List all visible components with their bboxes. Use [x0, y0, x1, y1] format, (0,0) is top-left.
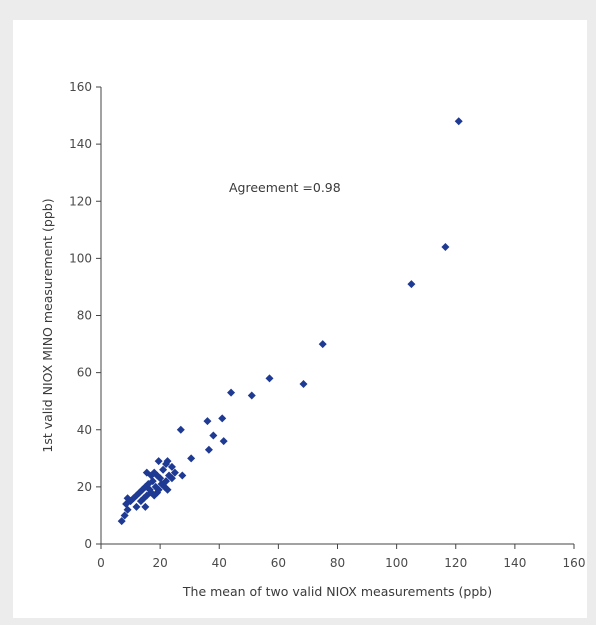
data-point [318, 340, 327, 349]
data-point [139, 494, 148, 503]
y-tick-label: 20 [77, 480, 92, 494]
data-point [299, 380, 308, 389]
data-point [159, 465, 168, 474]
data-point [204, 445, 213, 454]
x-tick-label: 140 [503, 556, 526, 570]
x-tick-label: 120 [444, 556, 467, 570]
x-tick-label: 40 [212, 556, 227, 570]
data-point [203, 417, 212, 426]
data-point [441, 242, 450, 251]
y-axis: 0 20 40 60 80 100 120 140 160 [69, 80, 102, 551]
y-tick-label: 0 [84, 537, 92, 551]
data-point [163, 485, 172, 494]
data-point [135, 488, 144, 497]
data-point [162, 460, 171, 469]
data-point [219, 437, 228, 446]
data-point [148, 477, 157, 486]
data-point [120, 511, 129, 520]
scatter-chart: 0 20 40 60 80 100 120 140 160 0 20 40 60 80 100 120 140… [40, 80, 586, 599]
data-point [265, 374, 274, 383]
x-tick-label: 0 [97, 556, 105, 570]
data-point [141, 502, 150, 511]
x-axis: 0 20 40 60 80 100 120 140 160 [97, 543, 586, 570]
data-point [154, 457, 163, 466]
y-tick-label: 40 [77, 423, 92, 437]
x-tick-label: 100 [385, 556, 408, 570]
data-point [209, 431, 218, 440]
y-tick-label: 100 [69, 251, 92, 265]
x-tick-label: 20 [152, 556, 167, 570]
data-point [178, 471, 187, 480]
data-point [227, 388, 236, 397]
data-point [122, 500, 131, 509]
data-point [167, 474, 176, 483]
data-point [247, 391, 256, 400]
data-point [117, 517, 126, 526]
data-point [167, 462, 176, 471]
y-tick-label: 60 [77, 366, 92, 380]
data-point [407, 280, 416, 289]
data-point [187, 454, 196, 463]
y-tick-label: 120 [69, 194, 92, 208]
y-tick-label: 140 [69, 137, 92, 151]
data-point [142, 468, 151, 477]
y-tick-label: 160 [69, 80, 92, 94]
y-axis-title: 1st valid NIOX MINO measurement (ppb) [40, 198, 55, 452]
data-point [454, 117, 463, 126]
chart-panel: 0 20 40 60 80 100 120 140 160 0 20 40 60 80 100 120 140… [13, 20, 587, 618]
x-tick-label: 160 [563, 556, 586, 570]
y-tick-label: 80 [77, 309, 92, 323]
x-tick-label: 60 [271, 556, 286, 570]
data-point [132, 502, 141, 511]
data-point [170, 468, 179, 477]
x-axis-title: The mean of two valid NIOX measurements … [182, 584, 492, 599]
data-point [123, 505, 132, 514]
data-point [153, 488, 162, 497]
data-point [176, 425, 185, 434]
agreement-annotation: Agreement =0.98 [229, 180, 341, 195]
x-tick-label: 80 [330, 556, 345, 570]
data-point [218, 414, 227, 423]
data-point [123, 494, 132, 503]
data-points [117, 117, 463, 526]
